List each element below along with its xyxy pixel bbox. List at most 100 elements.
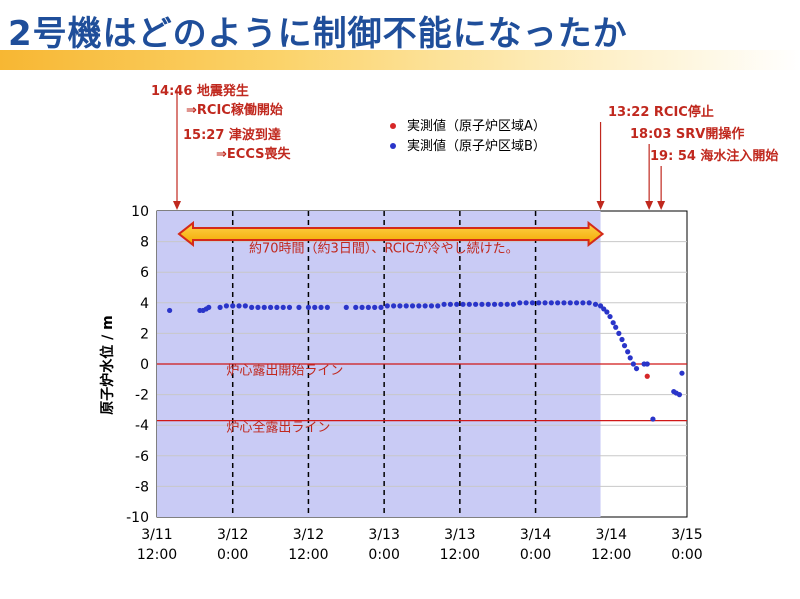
x-tick-label: 3/12 — [217, 527, 248, 543]
data-point — [625, 349, 631, 355]
data-point — [416, 303, 422, 309]
data-point — [261, 304, 267, 310]
data-point — [529, 300, 536, 306]
duration-label: 約70時間（約3日間）、RCICが冷やし続けた。 — [249, 241, 519, 256]
data-point — [343, 304, 349, 310]
event-label: 13:22 RCIC停止 — [608, 104, 714, 120]
y-tick-label: 4 — [140, 296, 149, 312]
x-tick-label: 3/14 — [520, 527, 552, 543]
x-tick-label: 0:00 — [217, 547, 248, 563]
data-point — [504, 301, 510, 307]
duration-arrow-shape — [177, 220, 605, 248]
data-point — [650, 416, 656, 422]
data-point — [305, 304, 312, 310]
data-point — [644, 373, 650, 379]
data-point — [679, 370, 685, 376]
data-point — [604, 309, 610, 315]
y-tick-label: -2 — [135, 388, 149, 404]
event-label: 18:03 SRV開操作 — [630, 126, 744, 142]
data-point — [485, 301, 491, 307]
event-label: ⇒RCIC稼働開始 — [186, 102, 283, 118]
data-point — [206, 304, 212, 310]
data-point — [630, 361, 636, 367]
data-point — [312, 304, 318, 310]
y-tick-label: 2 — [140, 326, 149, 342]
data-point — [236, 303, 242, 309]
data-point — [460, 301, 466, 307]
x-tick-label: 12:00 — [440, 547, 480, 563]
data-point — [217, 304, 223, 310]
data-point — [586, 300, 592, 306]
data-point — [523, 300, 529, 306]
data-point — [274, 304, 280, 310]
data-point — [498, 301, 504, 307]
data-point — [428, 303, 435, 309]
data-point — [676, 392, 683, 398]
data-point — [567, 300, 573, 306]
data-point — [454, 301, 460, 307]
x-tick-label: 0:00 — [671, 547, 702, 563]
data-point — [230, 303, 236, 309]
event-label: ⇒ECCS喪失 — [216, 146, 291, 162]
x-tick-label: 0:00 — [520, 547, 551, 563]
legend: 実測値（原子炉区域A） 実測値（原子炉区域B） — [390, 118, 546, 154]
data-point — [409, 303, 416, 309]
data-point — [607, 313, 613, 320]
data-point — [223, 303, 230, 309]
event-arrow-head — [173, 201, 181, 210]
event-label: 19: 54 海水注入開始 — [650, 148, 778, 164]
x-tick-label: 12:00 — [137, 547, 177, 563]
data-point — [422, 303, 428, 309]
x-tick-label: 3/13 — [444, 527, 475, 543]
data-point — [391, 303, 397, 309]
data-point — [592, 301, 599, 307]
data-point — [397, 303, 403, 309]
legend-label: 実測値（原子炉区域B） — [407, 138, 546, 154]
y-tick-label: 8 — [140, 235, 149, 251]
data-point — [353, 304, 359, 310]
x-tick-label: 0:00 — [368, 547, 399, 563]
data-point — [403, 303, 409, 309]
event-label: 15:27 津波到達 — [183, 127, 281, 143]
data-point — [378, 304, 384, 310]
title-band — [0, 50, 800, 70]
y-tick-label: -10 — [126, 510, 149, 526]
data-point — [644, 361, 650, 367]
data-point — [555, 300, 561, 306]
x-tick-label: 3/13 — [368, 527, 399, 543]
data-point — [447, 301, 453, 307]
data-point — [365, 304, 371, 310]
y-tick-label: -6 — [135, 449, 149, 465]
data-point — [479, 301, 485, 307]
data-point — [441, 301, 447, 307]
x-tick-label: 3/12 — [293, 527, 324, 543]
data-point — [580, 300, 586, 306]
event-labels-extra: 15:27 津波到達 ⇒ECCS喪失 — [183, 127, 291, 162]
y-tick-label: 6 — [140, 265, 149, 281]
data-point — [542, 300, 548, 306]
reference-line-label: 炉心露出開始ライン — [226, 364, 343, 379]
data-point — [613, 324, 619, 330]
data-point — [466, 301, 472, 307]
data-point — [616, 330, 622, 336]
data-point — [510, 301, 517, 307]
data-point — [561, 300, 567, 306]
data-points — [167, 300, 685, 422]
data-point — [491, 301, 498, 307]
x-tick-label: 12:00 — [288, 547, 328, 563]
event-markers: 14:46 地震発生 ⇒RCIC稼働開始 13:22 RCIC停止 18:03 SRV… — [151, 83, 778, 210]
y-tick-label: -8 — [135, 479, 149, 495]
data-point — [286, 304, 293, 310]
y-tick-label: 10 — [131, 204, 149, 220]
y-axis-label: 原子炉水位 / m — [99, 315, 116, 414]
data-point — [167, 307, 173, 314]
y-tick-label: 0 — [140, 357, 149, 373]
data-point — [280, 304, 286, 310]
data-point — [255, 304, 261, 310]
reference-line-label: 炉心全露出ライン — [226, 419, 330, 435]
data-point — [435, 303, 441, 309]
event-arrow-head — [657, 201, 666, 210]
slide-title: 2号機はどのように制御不能になったか — [8, 14, 628, 54]
